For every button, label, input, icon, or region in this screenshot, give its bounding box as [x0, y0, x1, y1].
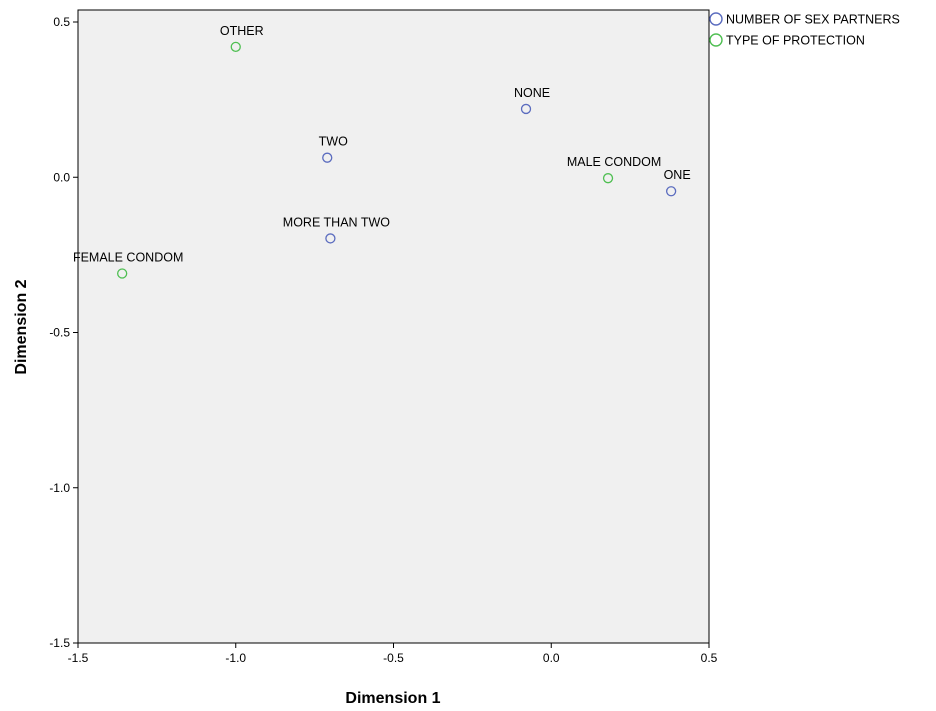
x-tick-label: 0.0 [543, 651, 560, 665]
y-axis: 0.5 0.0 -0.5 -1.0 -1.5 [49, 15, 78, 650]
x-axis: -1.5 -1.0 -0.5 0.0 0.5 [68, 643, 718, 665]
x-tick-label: -1.0 [225, 651, 246, 665]
legend-label: NUMBER OF SEX PARTNERS [726, 13, 900, 27]
plot-background [77, 9, 710, 644]
point-label: OTHER [220, 24, 264, 38]
data-point [325, 233, 336, 244]
data-point [520, 103, 532, 115]
legend: NUMBER OF SEX PARTNERS TYPE OF PROTECTION [709, 12, 900, 48]
y-tick-label: 0.5 [53, 15, 70, 29]
point-label: NONE [514, 86, 550, 100]
x-axis-title: Dimension 1 [345, 690, 440, 707]
data-points: NONE ONE TWO MORE THAN TWO OTHER MALE CONDOM F… [73, 24, 691, 279]
point-label: MORE THAN TWO [283, 215, 390, 229]
y-tick-label: 0.0 [53, 170, 70, 184]
point-label: ONE [664, 168, 691, 182]
y-axis-title: Dimension 2 [13, 279, 30, 374]
x-tick-label: 0.5 [701, 651, 718, 665]
data-point [322, 152, 333, 163]
legend-marker [709, 33, 723, 47]
y-tick-label: -0.5 [49, 326, 70, 340]
data-point [117, 268, 128, 279]
y-tick-label: -1.5 [49, 636, 70, 650]
x-tick-label: -0.5 [383, 651, 404, 665]
point-label: TWO [319, 135, 348, 149]
point-label: FEMALE CONDOM [73, 251, 183, 265]
data-point [665, 186, 677, 197]
legend-marker [709, 12, 723, 26]
point-label: MALE CONDOM [567, 155, 661, 169]
x-tick-label: -1.5 [68, 651, 89, 665]
data-point [230, 41, 241, 52]
data-point [602, 173, 614, 184]
legend-label: TYPE OF PROTECTION [726, 34, 865, 48]
y-tick-label: -1.0 [49, 481, 70, 495]
